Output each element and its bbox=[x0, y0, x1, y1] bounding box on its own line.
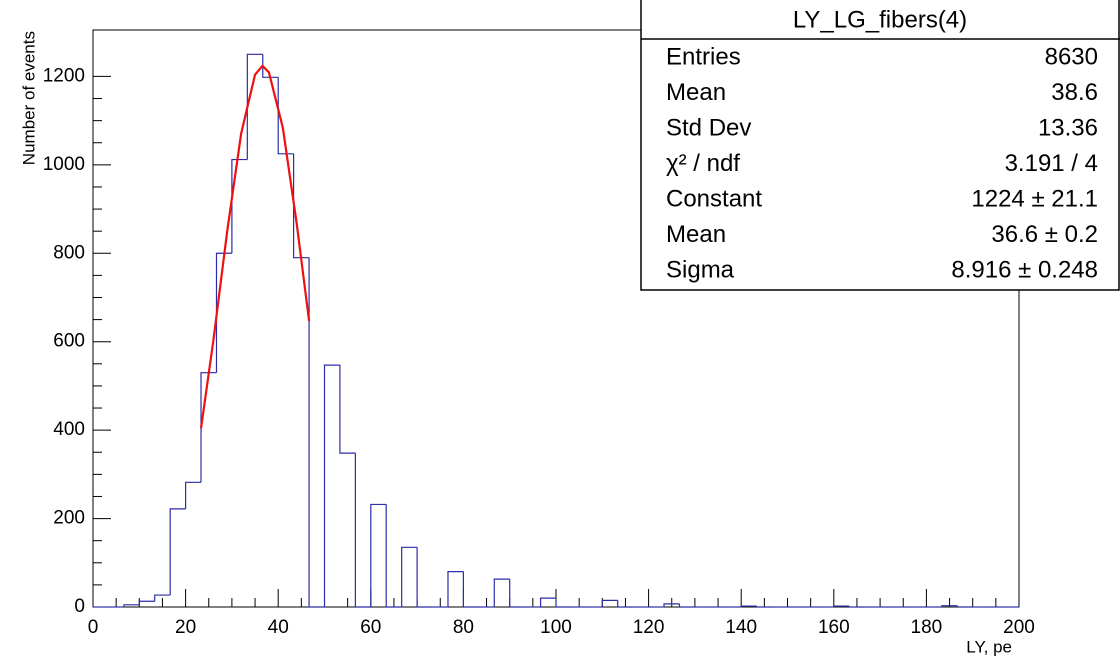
histogram-bin bbox=[447, 571, 464, 607]
x-tick-label: 20 bbox=[175, 617, 196, 638]
x-tick-label: 120 bbox=[633, 617, 665, 638]
stats-value: 3.191 / 4 bbox=[1005, 150, 1098, 177]
histogram-bin bbox=[354, 453, 371, 608]
histogram-bin bbox=[323, 364, 340, 607]
histogram-bin bbox=[555, 598, 572, 608]
histogram-bin bbox=[848, 606, 865, 608]
histogram-bin bbox=[509, 579, 526, 608]
stats-label: Mean bbox=[666, 221, 726, 248]
x-tick-label: 40 bbox=[268, 617, 289, 638]
histogram-bin bbox=[678, 603, 695, 608]
histogram-bin bbox=[956, 605, 973, 608]
stats-value: 1224 ± 21.1 bbox=[971, 185, 1098, 212]
histogram-bin bbox=[833, 605, 850, 607]
stats-value: 8630 bbox=[1045, 43, 1098, 70]
y-axis-label: Number of events bbox=[19, 31, 38, 165]
x-axis-label: LY, pe bbox=[966, 637, 1012, 656]
y-tick-label: 0 bbox=[74, 596, 85, 617]
histogram-bin bbox=[663, 603, 680, 607]
histogram-bin bbox=[231, 158, 248, 254]
y-tick-label: 400 bbox=[53, 419, 85, 440]
stats-value: 38.6 bbox=[1051, 79, 1098, 106]
histogram-bin bbox=[123, 604, 140, 607]
histogram-bin bbox=[493, 578, 510, 607]
histogram-bin bbox=[740, 605, 757, 607]
histogram-bin bbox=[215, 252, 232, 373]
histogram-bin bbox=[293, 153, 310, 259]
histogram-bin bbox=[200, 372, 217, 483]
histogram-bin bbox=[246, 53, 263, 160]
stats-title: LY_LG_fibers(4) bbox=[793, 6, 967, 33]
x-tick-label: 180 bbox=[911, 617, 943, 638]
x-tick-label: 0 bbox=[88, 617, 99, 638]
stats-label: Constant bbox=[666, 185, 762, 212]
histogram-bin bbox=[370, 503, 387, 607]
histogram-bin bbox=[277, 77, 294, 155]
histogram-bin bbox=[308, 257, 325, 608]
x-tick-label: 140 bbox=[725, 617, 757, 638]
y-tick-label: 600 bbox=[53, 331, 85, 352]
y-tick-label: 800 bbox=[53, 242, 85, 263]
y-tick-label: 200 bbox=[53, 508, 85, 529]
histogram-bin bbox=[416, 547, 433, 608]
x-tick-label: 100 bbox=[540, 617, 572, 638]
stats-label: Std Dev bbox=[666, 114, 751, 141]
stats-value: 13.36 bbox=[1038, 114, 1098, 141]
x-tick-label: 60 bbox=[360, 617, 381, 638]
histogram-bin bbox=[154, 594, 171, 602]
x-tick-label: 80 bbox=[453, 617, 474, 638]
histogram-bin bbox=[601, 599, 618, 607]
histogram-bin bbox=[262, 54, 279, 78]
histogram-bin bbox=[941, 605, 958, 607]
stats-label: χ² / ndf bbox=[666, 150, 740, 177]
histogram-bin bbox=[539, 597, 556, 607]
histogram-bin bbox=[169, 508, 186, 596]
histogram-bin bbox=[385, 504, 402, 608]
histogram-bin bbox=[185, 481, 202, 509]
histogram-bin bbox=[462, 571, 479, 608]
histogram-bin bbox=[138, 600, 155, 605]
histogram-bin bbox=[756, 606, 773, 608]
y-tick-label: 1000 bbox=[43, 154, 85, 175]
fit-curve bbox=[199, 64, 311, 429]
histogram-bin bbox=[401, 546, 418, 607]
histogram-bin bbox=[617, 600, 634, 608]
x-tick-label: 160 bbox=[818, 617, 850, 638]
stats-label: Entries bbox=[666, 43, 741, 70]
stats-label: Sigma bbox=[666, 256, 735, 283]
stats-label: Mean bbox=[666, 79, 726, 106]
stats-value: 36.6 ± 0.2 bbox=[991, 221, 1098, 248]
histogram-bin bbox=[339, 365, 356, 454]
stats-box: LY_LG_fibers(4) Entries 8630 Mean 38.6 Std D… bbox=[640, 0, 1120, 291]
x-tick-label: 200 bbox=[1003, 617, 1035, 638]
stats-value: 8.916 ± 0.248 bbox=[951, 256, 1098, 283]
stats-frame bbox=[640, 0, 1120, 291]
y-tick-label: 1200 bbox=[43, 65, 85, 86]
